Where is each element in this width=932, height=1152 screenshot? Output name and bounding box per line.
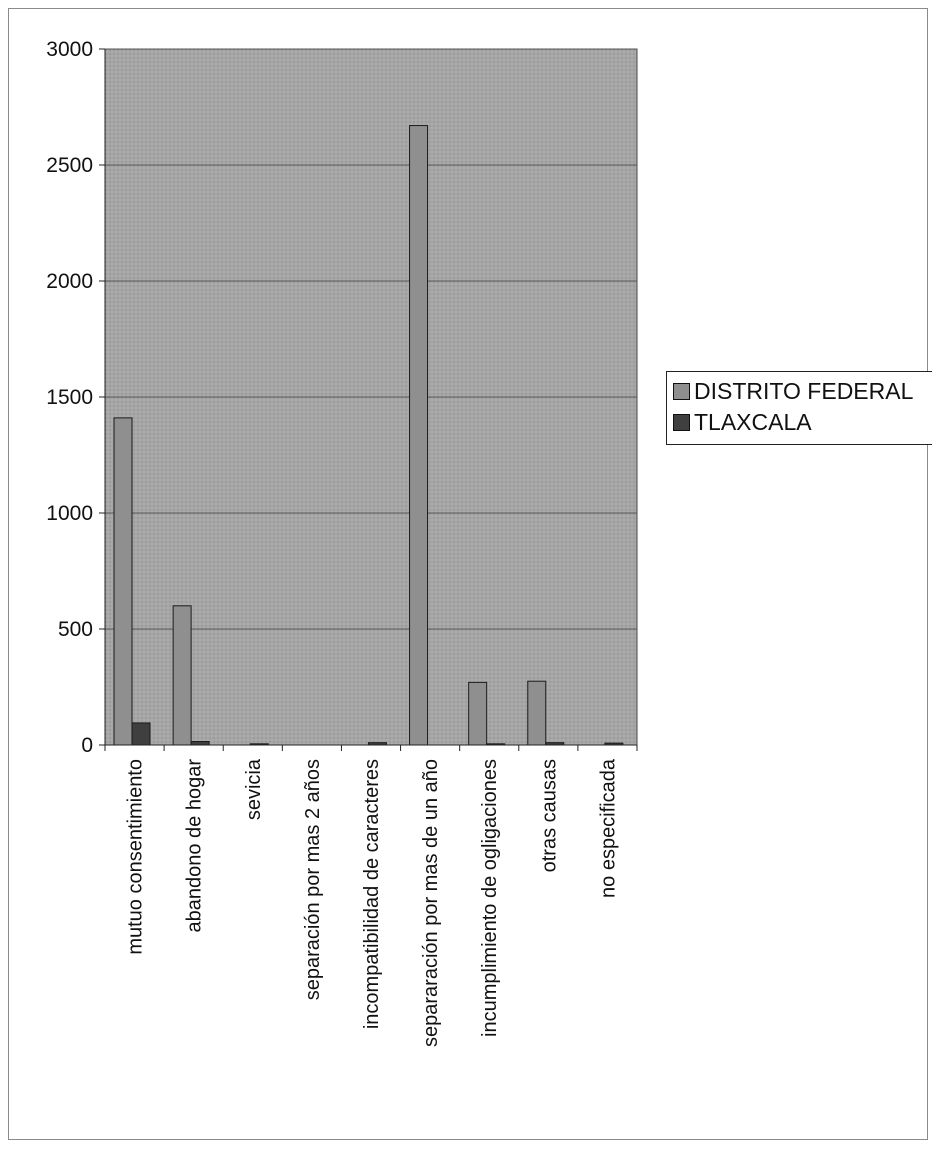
bars: [113, 125, 624, 746]
y-tick-label: 1500: [46, 386, 93, 409]
legend: DISTRITO FEDERAL TLAXCALA: [666, 371, 932, 445]
y-tick-label: 2000: [46, 270, 93, 293]
x-category-label: incompatibilidad de caracteres: [361, 759, 383, 1029]
x-category-label: otras causas: [538, 759, 560, 872]
x-category-label: abandono de hogar: [184, 759, 206, 933]
legend-item-series-0: DISTRITO FEDERAL: [673, 376, 931, 407]
legend-swatch: [673, 383, 690, 400]
x-category-label: separación por mas 2 años: [302, 759, 324, 1000]
bar-distrito-federal: [409, 125, 429, 746]
bar-distrito-federal: [468, 681, 488, 746]
bar-tlaxcala: [131, 722, 151, 746]
y-tick-label: 1000: [46, 502, 93, 525]
x-category-label: mutuo consentimiento: [125, 759, 147, 955]
gridlines: [105, 48, 637, 630]
y-tick-label: 500: [58, 618, 93, 641]
legend-item-series-1: TLAXCALA: [673, 407, 931, 438]
y-axis: 0 500 1000 1500 2000 2500 3000: [46, 38, 106, 757]
legend-swatch: [673, 414, 690, 431]
x-category-label: incumplimiento de ogligaciones: [479, 759, 501, 1037]
x-category-label: separaración por mas de un año: [420, 759, 442, 1047]
legend-label: DISTRITO FEDERAL: [694, 378, 914, 404]
x-axis: mutuo consentimiento abandono de hogar sev…: [104, 744, 638, 1047]
bar-tlaxcala: [190, 741, 210, 746]
y-tick-label: 0: [81, 734, 93, 757]
bar-distrito-federal: [172, 605, 192, 746]
y-tick-label: 3000: [46, 38, 93, 61]
bar-distrito-federal: [527, 680, 547, 746]
bar-distrito-federal: [113, 417, 133, 746]
x-category-label: no especificada: [597, 758, 619, 898]
y-tick-label: 2500: [46, 154, 93, 177]
bar-chart: 0 500 1000 1500 2000 2500 3000 mutuo consentim…: [46, 38, 638, 1047]
legend-label: TLAXCALA: [694, 409, 812, 435]
x-category-label: sevicia: [243, 758, 265, 820]
chart-frame: 0 500 1000 1500 2000 2500 3000 mutuo consentim…: [8, 8, 932, 1140]
